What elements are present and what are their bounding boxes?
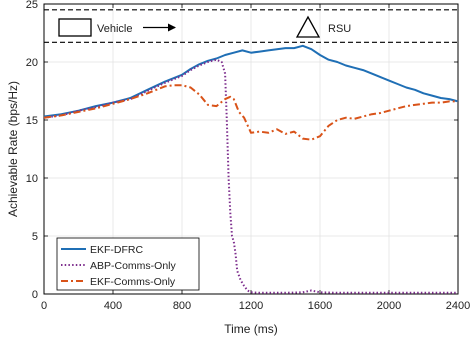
rsu-label: RSU	[328, 23, 351, 35]
vehicle-label: Vehicle	[97, 23, 132, 35]
x-tick-label: 2400	[446, 300, 470, 312]
y-axis-label: Achievable Rate (bps/Hz)	[6, 81, 20, 217]
series-line-2	[43, 84, 458, 141]
axis-ticks: 0 400 800 1200 1600 2000 2400 0 5 10 15 20 25	[26, 0, 470, 312]
legend-label-2: EKF-Comms-Only	[90, 276, 176, 288]
legend: EKF-DFRC ABP-Comms-Only EKF-Comms-Only	[56, 237, 200, 291]
y-tick-label: 25	[26, 0, 38, 11]
y-tick-label: 10	[26, 173, 38, 185]
x-tick-label: 2000	[377, 300, 401, 312]
x-tick-label: 400	[104, 300, 122, 312]
x-tick-label: 1600	[308, 300, 332, 312]
legend-items: EKF-DFRC ABP-Comms-Only EKF-Comms-Only	[61, 244, 177, 288]
x-tick-label: 1200	[239, 300, 263, 312]
rsu-triangle-icon	[295, 15, 321, 38]
y-tick-label: 20	[26, 57, 38, 69]
x-tick-label: 0	[41, 300, 47, 312]
y-tick-label: 0	[32, 289, 38, 301]
series-line-0	[43, 44, 459, 118]
arrow-right-icon	[143, 23, 176, 32]
road-lines	[44, 9, 458, 43]
legend-label-1: ABP-Comms-Only	[90, 260, 177, 272]
x-tick-label: 800	[173, 300, 191, 312]
x-axis-label: Time (ms)	[224, 322, 278, 336]
series-line-1	[43, 58, 458, 294]
y-tick-label: 5	[32, 231, 38, 243]
y-tick-label: 15	[26, 115, 38, 127]
vehicle-icon	[58, 18, 92, 37]
legend-label-0: EKF-DFRC	[90, 244, 143, 256]
series-lines	[43, 44, 459, 294]
